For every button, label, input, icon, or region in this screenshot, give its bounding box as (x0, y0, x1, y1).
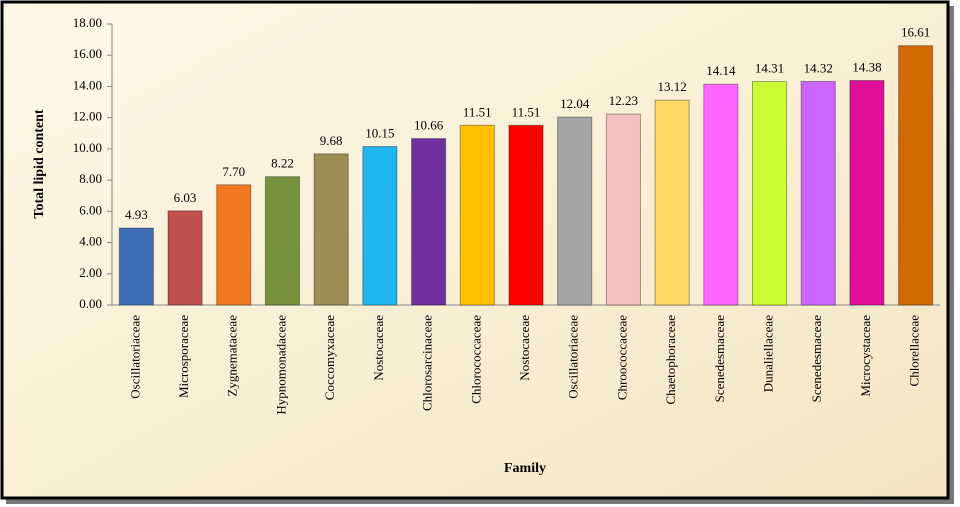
x-tick-label: Oscillatoriaceae (566, 315, 581, 399)
y-tick-label: 12.00 (73, 109, 102, 124)
value-label: 8.22 (271, 156, 294, 171)
x-tick-label: Nostocaceae (517, 315, 532, 381)
bar (654, 99, 690, 306)
bar (216, 184, 252, 306)
x-tick-label: Oscillatoriaceae (127, 315, 142, 399)
value-label: 13.12 (657, 79, 686, 94)
bar (557, 116, 593, 306)
x-tick-label: Hypnomonadaceae (273, 315, 288, 415)
value-label: 11.51 (512, 104, 541, 119)
value-label: 14.31 (755, 61, 784, 76)
y-tick-label: 8.00 (79, 171, 102, 186)
value-label: 10.15 (365, 126, 394, 141)
y-tick-label: 0.00 (79, 296, 102, 311)
y-axis-title: Total lipid content (32, 109, 47, 219)
bar (751, 81, 788, 306)
bar (362, 146, 398, 306)
y-tick-label: 16.00 (73, 46, 102, 61)
value-label: 9.68 (320, 133, 343, 148)
value-label: 6.03 (174, 190, 197, 205)
value-label: 4.93 (125, 207, 148, 222)
value-label: 14.32 (804, 60, 833, 75)
bar (459, 124, 495, 306)
x-axis-title: Family (504, 461, 546, 476)
y-tick-label: 4.00 (79, 234, 102, 249)
y-tick-label: 6.00 (79, 202, 102, 217)
bar (898, 45, 934, 306)
value-label: 7.70 (222, 164, 245, 179)
x-tick-label: Coccomyxaceae (322, 315, 337, 400)
x-tick-label: Chlorococcaceae (468, 315, 483, 404)
bar (118, 227, 154, 306)
x-tick-label: Scenedesmaceae (809, 315, 824, 403)
bar (264, 176, 301, 306)
value-label: 10.66 (414, 118, 444, 133)
value-label: 14.14 (706, 63, 736, 78)
bar (800, 80, 836, 306)
y-tick-label: 18.00 (73, 15, 102, 30)
bar (703, 83, 739, 306)
bar (605, 113, 641, 306)
x-tick-label: Scenedesmaceae (712, 315, 727, 403)
x-tick-label: Zygnemataceae (225, 315, 240, 397)
x-tick-label: Microsporaceae (176, 315, 191, 398)
value-label: 16.61 (901, 25, 930, 40)
value-label: 12.23 (609, 93, 638, 108)
bar (411, 138, 447, 306)
x-tick-label: Chroococcaceae (614, 315, 629, 400)
x-tick-label: Chlorosarcinaceae (420, 315, 435, 411)
x-tick-label: Chlorellaceae (907, 315, 922, 387)
bar (849, 80, 885, 306)
x-tick-label: Chaetophoraceae (663, 315, 678, 405)
y-tick-label: 10.00 (73, 140, 102, 155)
bar (508, 124, 544, 306)
value-label: 11.51 (463, 104, 492, 119)
x-tick-label: Microcystaceae (858, 315, 873, 397)
x-tick-label: Dunaliellaceae (761, 315, 776, 392)
value-label: 12.04 (560, 96, 590, 111)
y-tick-label: 2.00 (79, 265, 102, 280)
y-tick-label: 14.00 (73, 77, 102, 92)
value-label: 14.38 (852, 59, 881, 74)
bar (167, 210, 203, 306)
bar (313, 153, 349, 306)
x-tick-label: Nostocaceae (371, 315, 386, 381)
